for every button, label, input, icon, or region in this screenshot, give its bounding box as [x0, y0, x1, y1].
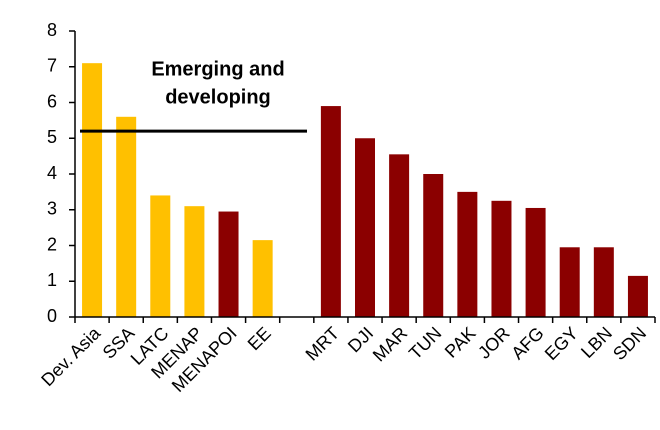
x-tick-label: MRT: [302, 323, 343, 364]
bar: [355, 138, 375, 317]
bar: [82, 63, 103, 317]
x-tick-label: SDN: [609, 323, 650, 364]
bar: [320, 106, 341, 317]
x-tick-label: PAK: [441, 323, 480, 362]
bar: [559, 247, 580, 317]
y-tick-label: 0: [47, 306, 57, 326]
y-tick-label: 8: [47, 20, 57, 40]
bar: [593, 247, 614, 317]
y-tick-label: 2: [47, 234, 57, 254]
y-tick-label: 6: [47, 91, 57, 111]
x-tick-label: LBN: [577, 323, 616, 362]
bar: [252, 240, 273, 317]
y-tick-label: 1: [47, 270, 57, 290]
annotation: developing: [165, 86, 271, 108]
bar: [525, 207, 546, 317]
bar: [150, 195, 171, 317]
x-tick-label: EE: [244, 323, 275, 354]
x-tick-label: JOR: [474, 323, 514, 363]
bar: [116, 116, 137, 317]
bar: [457, 191, 478, 317]
x-tick-label: EGY: [541, 323, 582, 364]
bar: [184, 206, 205, 317]
y-tick-label: 5: [47, 127, 57, 147]
bar: [491, 200, 512, 317]
x-tick-label: TUN: [405, 323, 445, 363]
bar: [627, 275, 648, 317]
x-tick-label: MAR: [369, 323, 411, 365]
bar: [423, 174, 444, 317]
bar: [389, 154, 410, 317]
y-tick-label: 7: [47, 56, 57, 76]
bar: [218, 211, 239, 317]
y-tick-label: 3: [47, 199, 57, 219]
annotation: Emerging and: [151, 58, 284, 80]
y-tick-label: 4: [47, 163, 57, 183]
x-tick-label: Dev. Asia: [37, 322, 105, 390]
x-tick-label: AFG: [507, 323, 547, 363]
